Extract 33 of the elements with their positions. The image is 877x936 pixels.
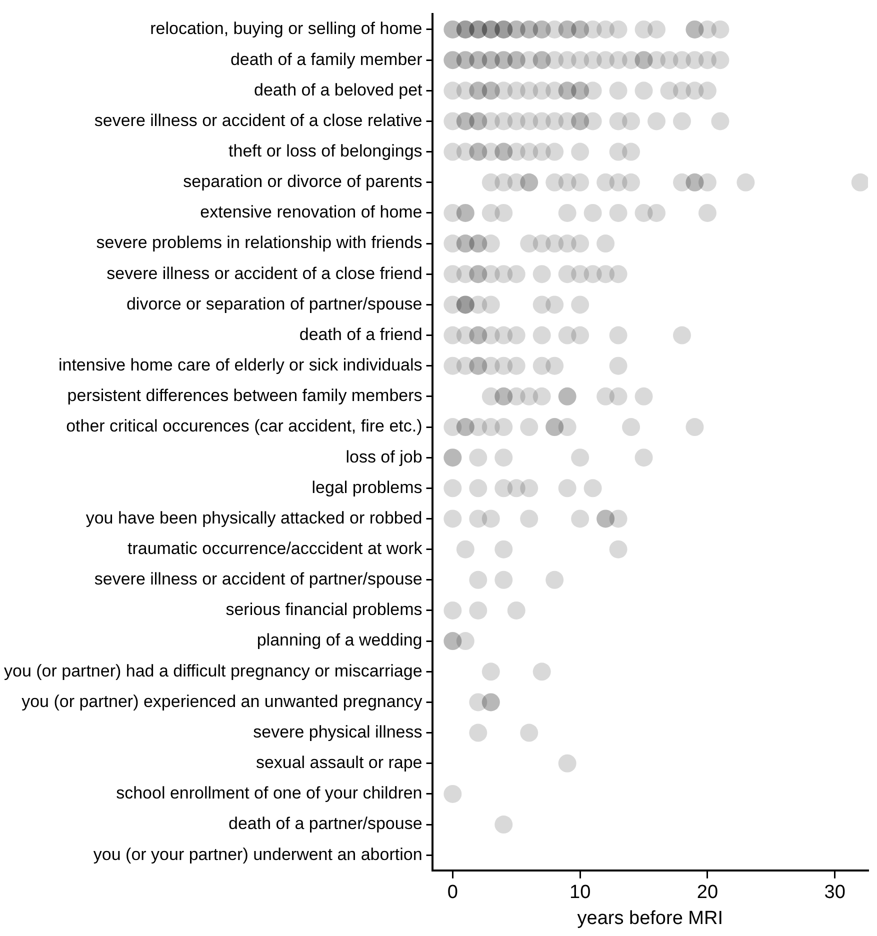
y-tick-label: separation or divorce of parents bbox=[183, 172, 422, 192]
y-tick-label: traumatic occurrence/acccident at work bbox=[127, 539, 423, 558]
x-axis-title: years before MRI bbox=[577, 908, 724, 929]
y-tick-label: severe illness or accident of partner/spouse bbox=[94, 570, 422, 589]
y-tick-label: death of a friend bbox=[299, 324, 422, 344]
y-tick-label: severe illness or accident of a close friend bbox=[106, 264, 422, 283]
y-tick-label: death of a partner/spouse bbox=[228, 814, 422, 834]
y-tick-label: severe illness or accident of a close relative bbox=[94, 110, 422, 130]
y-tick-label: divorce or separation of partner/spouse bbox=[126, 294, 422, 314]
y-tick-label: you have been physically attacked or robbed bbox=[86, 508, 422, 528]
y-tick-label: you (or your partner) underwent an abortion bbox=[93, 844, 422, 864]
y-tick-label: sexual assault or rape bbox=[256, 753, 422, 772]
y-tick-label: you (or partner) had a difficult pregnancy or miscarriage bbox=[4, 661, 422, 680]
y-tick-label: school enrollment of one of your children bbox=[116, 784, 422, 803]
x-tick-label: 0 bbox=[447, 882, 458, 904]
y-tick-label: other critical occurences (car accident, fire etc.) bbox=[66, 416, 422, 436]
y-tick-label: death of a beloved pet bbox=[254, 80, 423, 100]
y-tick-label: persistent differences between family members bbox=[67, 386, 422, 406]
x-tick-label: 30 bbox=[824, 882, 846, 904]
y-tick-label: you (or partner) experienced an unwanted pregnancy bbox=[22, 692, 423, 711]
y-tick-label: planning of a wedding bbox=[256, 630, 422, 650]
y-tick-label: severe problems in relationship with friends bbox=[96, 233, 422, 252]
y-tick-label: death of a family member bbox=[230, 50, 423, 69]
x-tick-label: 20 bbox=[696, 882, 718, 904]
y-tick-label: theft or loss of belongings bbox=[228, 141, 422, 160]
y-tick-label: serious financial problems bbox=[226, 600, 422, 620]
y-tick-label: relocation, buying or selling of home bbox=[150, 19, 422, 38]
y-tick-label: intensive home care of elderly or sick individuals bbox=[58, 356, 422, 375]
y-tick-label: legal problems bbox=[312, 478, 422, 497]
x-tick-label: 10 bbox=[569, 882, 591, 904]
y-tick-label: severe physical illness bbox=[253, 722, 422, 742]
y-tick-label: extensive renovation of home bbox=[200, 202, 422, 222]
y-tick-label: loss of job bbox=[346, 447, 422, 466]
